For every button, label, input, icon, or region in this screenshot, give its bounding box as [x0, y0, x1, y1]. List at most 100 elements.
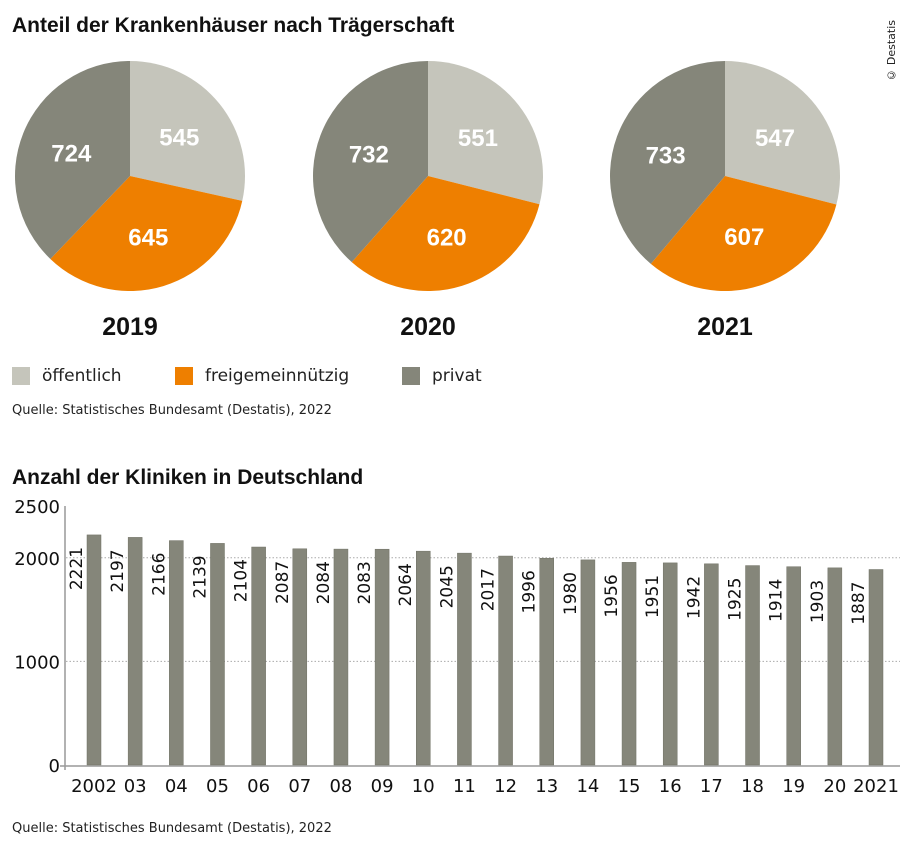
bar-value-label: 1942: [684, 576, 704, 619]
pie-slice: [312, 61, 428, 263]
bar-value-label: 2045: [437, 565, 457, 608]
bar-value-label: 2017: [479, 568, 499, 611]
pie-slice: [50, 176, 243, 291]
bar: [416, 550, 431, 766]
x-tick-label: 13: [535, 776, 558, 797]
pie-value-label: 724: [51, 140, 92, 167]
y-tick-label: 0: [49, 756, 60, 777]
pie-value-label: 732: [349, 142, 389, 169]
bar: [333, 548, 349, 766]
bar: [457, 552, 472, 766]
pie-slice: [650, 176, 837, 292]
legend-label: öffentlich: [42, 366, 122, 386]
legend-label: freigemeinnützig: [205, 366, 350, 386]
bar-value-label: 2221: [67, 547, 87, 590]
bar: [704, 563, 719, 766]
bar-value-label: 2104: [232, 559, 252, 602]
legend-label: privat: [432, 366, 482, 386]
x-tick-label: 15: [618, 776, 641, 797]
pie-title: Anteil der Krankenhäuser nach Trägerscha…: [12, 14, 455, 37]
bar-value-label: 2166: [149, 553, 169, 596]
x-tick-label: 19: [782, 776, 805, 797]
bar: [539, 557, 554, 766]
bar-source: Quelle: Statistisches Bundesamt (Destati…: [12, 821, 332, 836]
x-tick-label: 11: [453, 776, 476, 797]
x-tick-label: 08: [329, 776, 352, 797]
x-tick-label: 16: [659, 776, 682, 797]
bar-value-label: 2139: [190, 555, 210, 598]
bar: [827, 567, 843, 766]
x-tick-label: 09: [371, 776, 394, 797]
x-tick-label: 03: [124, 776, 147, 797]
pie-value-label: 547: [755, 125, 795, 152]
bar-value-label: 1903: [808, 580, 828, 623]
pie-value-label: 607: [724, 224, 764, 251]
pie-charts: 545 645 724 2019 551 620 732 2020 547 607 733 2021: [15, 61, 840, 341]
bar: [127, 537, 143, 766]
x-tick-label: 20: [823, 776, 846, 797]
pie-slice: [725, 61, 840, 205]
bar: [745, 565, 760, 766]
x-tick-label: 05: [206, 776, 229, 797]
pie-year-label: 2020: [400, 313, 456, 341]
bar-value-label: 1925: [726, 578, 746, 621]
bar-value-label: 1887: [849, 582, 869, 625]
pie-source: Quelle: Statistisches Bundesamt (Destati…: [12, 403, 332, 418]
bar: [210, 543, 225, 766]
bar-value-label: 1996: [520, 570, 540, 613]
bar-value-label: 2084: [314, 561, 334, 604]
legend-item-freigemeinnuetzig: freigemeinnützig: [175, 366, 349, 386]
x-tick-label: 12: [494, 776, 517, 797]
pie-year-label: 2019: [102, 313, 158, 341]
bar: [292, 548, 308, 766]
bar-value-label: 1980: [561, 572, 581, 615]
legend-swatch: [402, 367, 420, 385]
bar-value-label: 2087: [273, 561, 293, 604]
bar-value-label: 2197: [108, 549, 128, 592]
bar: [169, 540, 184, 766]
bar-value-label: 2064: [396, 563, 416, 606]
pie-value-label: 620: [427, 224, 467, 251]
bar-title: Anzahl der Kliniken in Deutschland: [12, 466, 364, 489]
legend-item-oeffentlich: öffentlich: [12, 366, 122, 386]
x-tick-label: 07: [288, 776, 311, 797]
y-tick-label: 2500: [14, 497, 60, 518]
pie-value-label: 551: [458, 125, 498, 152]
x-tick-label: 10: [412, 776, 435, 797]
bar-value-label: 1956: [602, 574, 622, 617]
legend-swatch: [12, 367, 30, 385]
x-tick-label: 17: [700, 776, 723, 797]
bar: [868, 569, 884, 766]
pie-value-label: 645: [128, 225, 168, 252]
legend-swatch: [175, 367, 193, 385]
bar: [662, 562, 678, 766]
pie-year-label: 2021: [697, 313, 753, 341]
pie-value-label: 545: [159, 124, 199, 151]
legend-item-privat: privat: [402, 366, 482, 386]
y-tick-label: 2000: [14, 549, 60, 570]
pie-value-label: 733: [646, 142, 686, 169]
pie-slice: [15, 61, 130, 259]
bar: [580, 559, 596, 766]
bar: [374, 548, 390, 766]
bar-value-label: 1914: [767, 579, 787, 622]
bar: [621, 562, 637, 766]
x-tick-label: 14: [576, 776, 599, 797]
x-tick-label: 18: [741, 776, 764, 797]
bar: [498, 555, 513, 766]
bar: [86, 534, 102, 766]
bar: [786, 566, 801, 766]
pie-slice: [610, 61, 725, 264]
pie-slice: [130, 61, 245, 201]
bar: [251, 546, 266, 766]
bar-value-label: 1951: [643, 575, 663, 618]
x-tick-label: 04: [165, 776, 188, 797]
bar-value-label: 2083: [355, 561, 375, 604]
y-tick-label: 1000: [14, 652, 60, 673]
x-tick-label: 06: [247, 776, 270, 797]
pie-slice: [351, 176, 540, 291]
x-tick-label: 2002: [71, 776, 117, 797]
x-tick-label: 2021: [853, 776, 899, 797]
